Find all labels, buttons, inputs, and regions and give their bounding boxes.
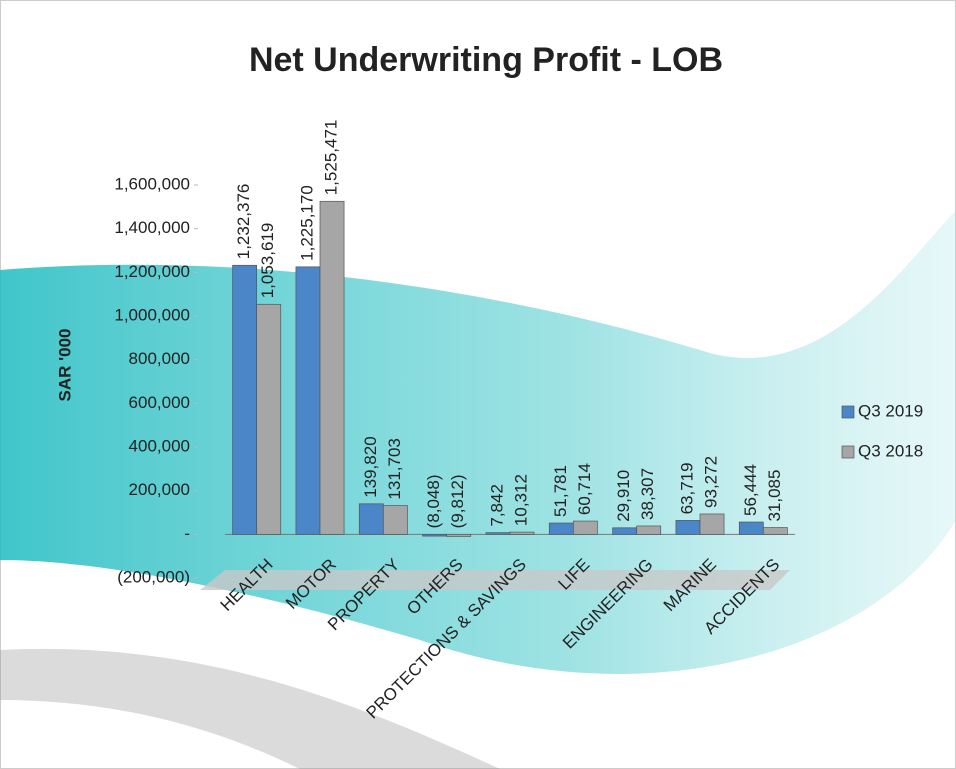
bar (700, 514, 724, 534)
bar (296, 267, 320, 534)
value-label: 93,272 (702, 456, 721, 508)
bar (486, 533, 510, 535)
y-tick-label: 1,000,000 (114, 305, 190, 324)
value-label: (8,048) (424, 474, 443, 528)
value-label: 131,703 (385, 438, 404, 499)
value-label: 56,444 (741, 464, 760, 516)
bar (257, 304, 281, 534)
bar (447, 534, 471, 536)
bar (510, 532, 534, 534)
y-tick-label: 1,600,000 (114, 174, 190, 193)
y-tick-label: 1,400,000 (114, 218, 190, 237)
legend-label: Q3 2018 (858, 441, 923, 460)
value-label: 51,781 (551, 465, 570, 517)
chart: Net Underwriting Profit - LOB SAR '000 (… (0, 0, 956, 769)
bar (549, 523, 573, 534)
bar (359, 504, 383, 535)
value-label: 1,232,376 (234, 184, 253, 260)
y-tick-label: 400,000 (129, 436, 190, 455)
chart-title: Net Underwriting Profit - LOB (249, 41, 723, 79)
y-tick-label: - (184, 524, 190, 543)
value-label: (9,812) (448, 474, 467, 528)
value-label: 31,085 (765, 470, 784, 522)
value-label: 1,225,170 (297, 185, 316, 261)
legend-swatch (842, 406, 854, 418)
value-label: 63,719 (677, 462, 696, 514)
value-label: 60,714 (575, 463, 594, 515)
y-tick-label: 800,000 (129, 349, 190, 368)
y-axis-title: SAR '000 (55, 328, 74, 401)
value-label: 1,053,619 (258, 223, 277, 299)
bar (573, 521, 597, 534)
value-label: 139,820 (361, 436, 380, 497)
value-label: 7,842 (487, 484, 506, 527)
bar (423, 534, 447, 536)
y-tick-label: (200,000) (117, 567, 190, 586)
y-tick-label: 600,000 (129, 393, 190, 412)
y-tick-label: 1,200,000 (114, 262, 190, 281)
value-label: 38,307 (638, 468, 657, 520)
bar (763, 528, 787, 535)
bar (637, 526, 661, 534)
bar (739, 522, 763, 534)
bar (613, 528, 637, 535)
legend-swatch (842, 446, 854, 458)
bar (320, 201, 344, 534)
bar (676, 520, 700, 534)
bar (383, 506, 407, 535)
bar (233, 265, 257, 534)
value-label: 29,910 (614, 470, 633, 522)
value-label: 10,312 (512, 474, 531, 526)
value-label: 1,525,471 (322, 120, 341, 196)
y-tick-label: 200,000 (129, 480, 190, 499)
legend-label: Q3 2019 (858, 401, 923, 420)
